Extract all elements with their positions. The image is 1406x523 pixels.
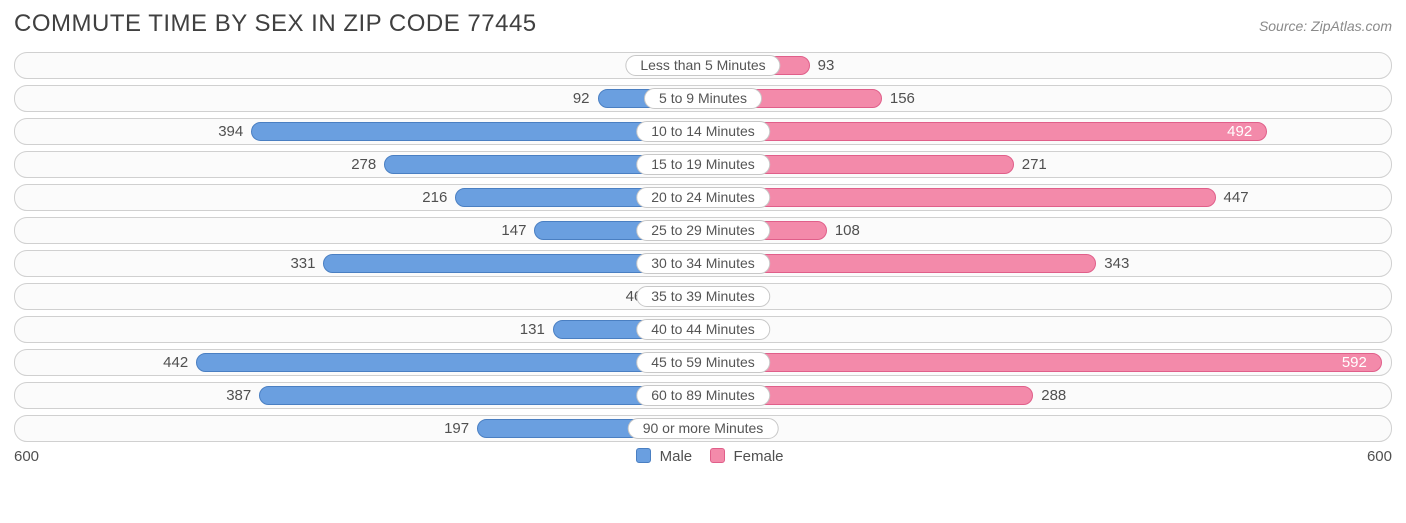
value-female: 108 xyxy=(835,218,860,245)
value-female: 343 xyxy=(1104,251,1129,278)
category-pill: Less than 5 Minutes xyxy=(625,55,780,76)
value-female: 288 xyxy=(1041,383,1066,410)
value-male: 197 xyxy=(444,416,469,443)
category-pill: 5 to 9 Minutes xyxy=(644,88,762,109)
bar-male xyxy=(196,353,703,372)
legend-swatch-female xyxy=(710,448,725,463)
value-female: 447 xyxy=(1224,185,1249,212)
legend-label-male: Male xyxy=(660,448,693,465)
legend: Male Female xyxy=(39,448,1367,465)
value-male: 216 xyxy=(422,185,447,212)
category-pill: 60 to 89 Minutes xyxy=(636,385,770,406)
bar-row: 442 592 45 to 59 Minutes xyxy=(14,349,1392,376)
bar-row: 216 447 20 to 24 Minutes xyxy=(14,184,1392,211)
category-pill: 90 or more Minutes xyxy=(628,418,779,439)
source-attribution: Source: ZipAtlas.com xyxy=(1259,18,1392,34)
value-male: 442 xyxy=(163,350,188,377)
diverging-bar-chart: 1293Less than 5 Minutes921565 to 9 Minut… xyxy=(14,52,1392,442)
value-male: 278 xyxy=(351,152,376,179)
value-male: 131 xyxy=(520,317,545,344)
value-female: 271 xyxy=(1022,152,1047,179)
chart-footer: 600 Male Female 600 xyxy=(14,448,1392,465)
bar-row: 278 271 15 to 19 Minutes xyxy=(14,151,1392,178)
value-female: 156 xyxy=(890,86,915,113)
bar-row: 394 492 10 to 14 Minutes xyxy=(14,118,1392,145)
category-pill: 15 to 19 Minutes xyxy=(636,154,770,175)
value-female: 93 xyxy=(818,53,835,80)
bar-row: 331 343 30 to 34 Minutes xyxy=(14,250,1392,277)
category-pill: 25 to 29 Minutes xyxy=(636,220,770,241)
bar-row: 1293Less than 5 Minutes xyxy=(14,52,1392,79)
bar-row: 92 156 5 to 9 Minutes xyxy=(14,85,1392,112)
category-pill: 35 to 39 Minutes xyxy=(636,286,770,307)
category-pill: 45 to 59 Minutes xyxy=(636,352,770,373)
axis-max-left: 600 xyxy=(14,448,39,465)
value-female: 592 xyxy=(1342,350,1367,377)
category-pill: 30 to 34 Minutes xyxy=(636,253,770,274)
bar-row: 387 288 60 to 89 Minutes xyxy=(14,382,1392,409)
axis-max-right: 600 xyxy=(1367,448,1392,465)
bar-female xyxy=(703,122,1267,141)
bar-row: 1974090 or more Minutes xyxy=(14,415,1392,442)
value-male: 92 xyxy=(573,86,590,113)
bar-row: 462735 to 39 Minutes xyxy=(14,283,1392,310)
chart-title: COMMUTE TIME BY SEX IN ZIP CODE 77445 xyxy=(14,10,537,38)
value-male: 331 xyxy=(290,251,315,278)
category-pill: 10 to 14 Minutes xyxy=(636,121,770,142)
value-male: 394 xyxy=(218,119,243,146)
legend-swatch-male xyxy=(636,448,651,463)
category-pill: 20 to 24 Minutes xyxy=(636,187,770,208)
category-pill: 40 to 44 Minutes xyxy=(636,319,770,340)
header: COMMUTE TIME BY SEX IN ZIP CODE 77445 So… xyxy=(14,10,1392,38)
bar-row: 131840 to 44 Minutes xyxy=(14,316,1392,343)
value-male: 147 xyxy=(501,218,526,245)
legend-label-female: Female xyxy=(734,448,784,465)
value-male: 387 xyxy=(226,383,251,410)
bar-row: 147 108 25 to 29 Minutes xyxy=(14,217,1392,244)
value-female: 492 xyxy=(1227,119,1252,146)
bar-male xyxy=(251,122,703,141)
bar-female xyxy=(703,188,1216,207)
bar-female xyxy=(703,353,1382,372)
